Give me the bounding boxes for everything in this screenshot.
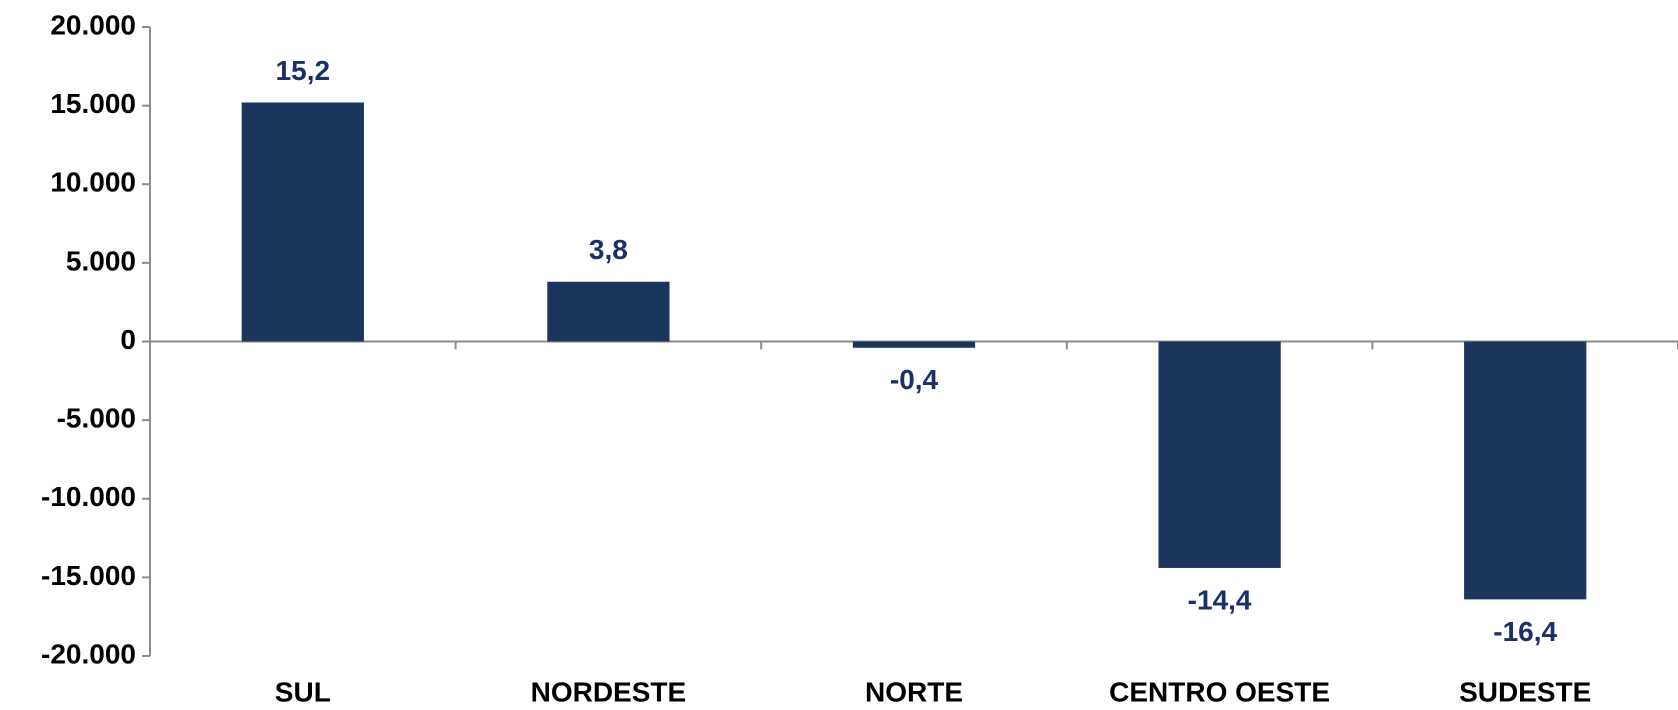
bar	[852, 341, 976, 348]
y-tick-label: -5.000	[57, 403, 136, 434]
data-label: 15,2	[276, 55, 331, 86]
y-tick-label: 5.000	[66, 245, 136, 276]
data-label: 3,8	[589, 234, 628, 265]
y-tick-label: 15.000	[50, 88, 136, 119]
x-tick-label: SUDESTE	[1459, 676, 1591, 707]
y-tick-label: 0	[120, 324, 136, 355]
x-tick-label: CENTRO OESTE	[1109, 676, 1330, 707]
y-tick-label: -10.000	[41, 481, 136, 512]
bar	[1158, 341, 1281, 568]
y-tick-label: -20.000	[41, 638, 136, 669]
y-tick-label: 10.000	[50, 167, 136, 198]
x-tick-label: SUL	[275, 676, 331, 707]
y-tick-label: -15.000	[41, 560, 136, 591]
data-label: -14,4	[1188, 584, 1252, 615]
data-label: -16,4	[1493, 616, 1557, 647]
x-tick-label: NORTE	[865, 676, 963, 707]
bar	[1464, 341, 1587, 600]
data-label: -0,4	[890, 364, 939, 395]
bar	[547, 281, 670, 342]
bar	[241, 102, 364, 342]
y-tick-label: 20.000	[50, 9, 136, 40]
x-tick-label: NORDESTE	[531, 676, 687, 707]
